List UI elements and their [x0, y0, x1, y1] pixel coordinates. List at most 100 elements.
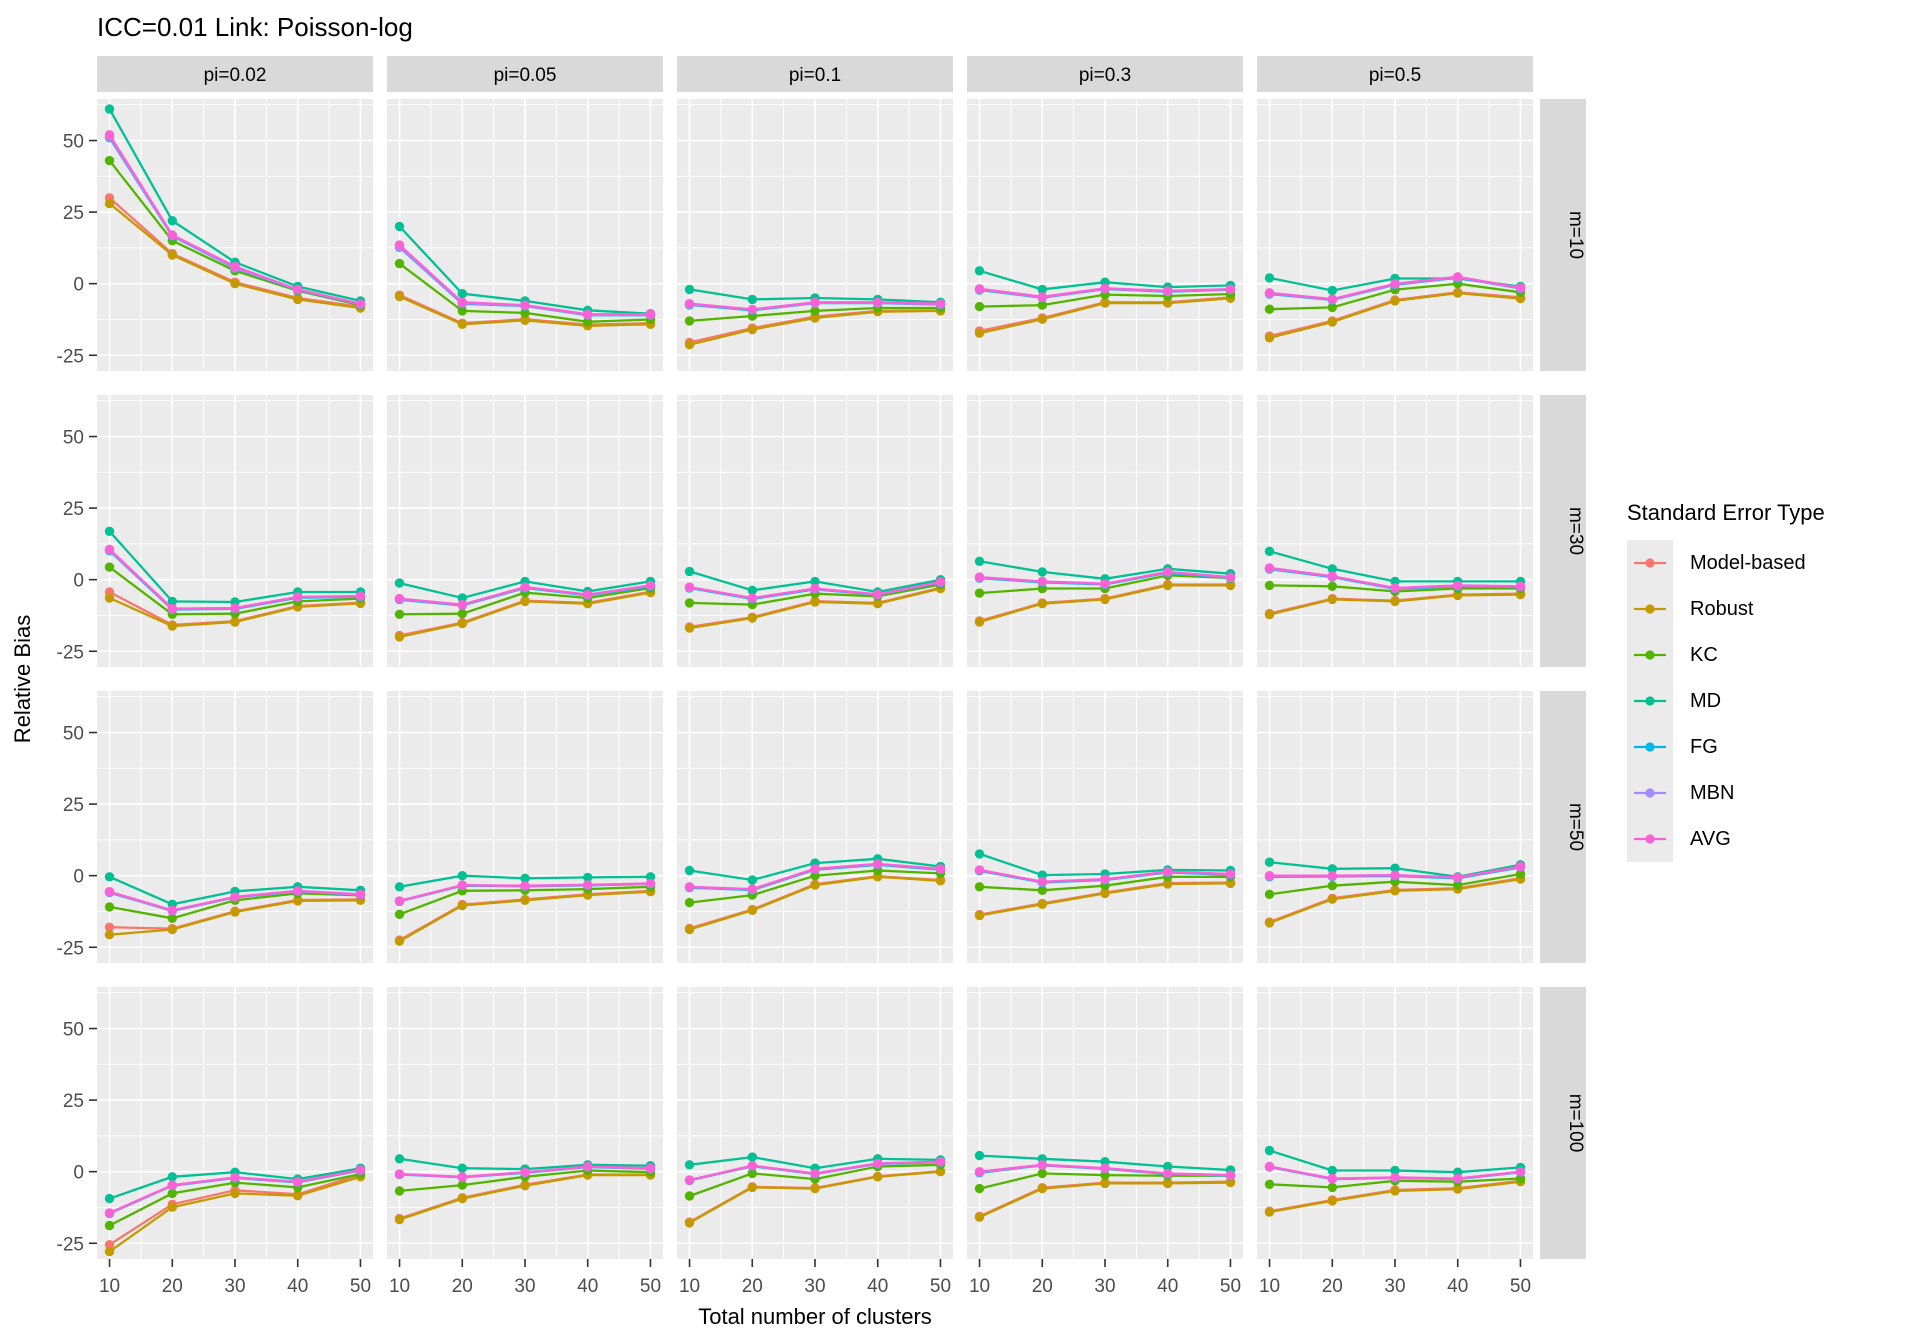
data-point-Robust-x20 [1327, 317, 1338, 327]
data-point-AVG-x30 [1390, 1172, 1400, 1183]
col-strip-label: pi=0.3 [1079, 65, 1131, 86]
data-point-AVG-x20 [457, 880, 467, 890]
y-tick-label: 0 [73, 867, 84, 888]
data-point-Robust-x10 [1264, 1207, 1275, 1217]
data-point-AVG-x10 [974, 284, 985, 294]
data-point-AVG-x50 [645, 878, 656, 889]
data-point-MD-x10 [104, 1193, 115, 1204]
data-point-Robust-x10 [394, 936, 405, 946]
data-point-Robust-x40 [1163, 879, 1173, 889]
y-tick-label: -25 [57, 642, 84, 663]
data-point-Robust-x30 [1100, 298, 1110, 308]
data-point-Robust-x20 [457, 319, 467, 329]
data-point-AVG-x10 [684, 299, 695, 309]
data-point-Robust-x10 [1264, 333, 1275, 343]
data-point-KC-x10 [394, 1186, 405, 1196]
data-point-Robust-x10 [394, 632, 405, 642]
data-point-Robust-x30 [1390, 596, 1400, 607]
data-point-AVG-x20 [1327, 871, 1338, 881]
data-point-AVG-x30 [810, 864, 820, 874]
data-point-MD-x20 [1327, 564, 1338, 574]
y-tick-label: -25 [57, 1234, 84, 1255]
facet-panel-pi=0.05-m=100 [387, 987, 663, 1259]
data-point-MD-x20 [167, 1172, 177, 1182]
data-point-AVG-x30 [520, 582, 530, 592]
data-point-MD-x50 [645, 872, 656, 882]
x-tick-label: 30 [514, 1276, 535, 1297]
data-point-MD-x20 [747, 875, 757, 885]
legend-entry-label: FG [1690, 735, 1718, 758]
data-point-Robust-x40 [1453, 288, 1463, 298]
data-point-AVG-x40 [1163, 1168, 1173, 1179]
data-point-MD-x10 [974, 556, 985, 566]
data-point-Robust-x40 [1453, 590, 1463, 601]
data-point-AVG-x30 [810, 583, 820, 594]
data-point-AVG-x50 [1515, 1167, 1526, 1177]
data-point-AVG-x30 [230, 892, 240, 902]
data-point-KC-x10 [974, 301, 985, 312]
y-tick-label: 25 [63, 499, 84, 520]
data-point-KC-x20 [1327, 881, 1338, 891]
data-point-MD-x30 [520, 873, 530, 883]
col-strip [677, 56, 953, 92]
legend-glyph-AVG [1634, 834, 1666, 844]
data-point-AVG-x20 [747, 884, 757, 894]
page-title: ICC=0.01 Link: Poisson-log [97, 12, 413, 42]
facet-panel-pi=0.5-m=10 [1257, 99, 1533, 371]
y-tick-label: 50 [63, 428, 84, 449]
data-point-MD-x20 [1327, 1165, 1338, 1176]
data-point-AVG-x40 [583, 589, 593, 600]
facet-panel-pi=0.3-m=10 [967, 99, 1243, 371]
data-point-MD-x20 [747, 1152, 757, 1162]
data-point-AVG-x10 [684, 582, 695, 592]
data-point-MD-x10 [974, 849, 985, 859]
data-point-AVG-x20 [457, 1172, 467, 1182]
legend-entry-AVG: AVG [1627, 816, 1825, 862]
x-tick-label: 20 [452, 1276, 473, 1297]
data-point-KC-x50 [1515, 869, 1526, 879]
data-point-MD-x10 [684, 566, 695, 577]
data-point-AVG-x40 [1453, 1173, 1463, 1184]
data-point-Robust-x10 [974, 910, 985, 921]
data-point-Robust-x20 [457, 1193, 467, 1204]
data-point-Robust-x30 [810, 597, 820, 607]
data-point-KC-x10 [104, 562, 115, 572]
data-point-Robust-x20 [1037, 899, 1048, 909]
data-point-AVG-x10 [394, 1169, 405, 1179]
data-point-AVG-x30 [1390, 279, 1400, 289]
data-point-AVG-x20 [1327, 1173, 1338, 1184]
data-point-Robust-x20 [1327, 594, 1338, 605]
data-point-Robust-x10 [394, 1214, 405, 1225]
legend-glyph-MBN [1634, 788, 1666, 798]
data-point-Robust-x30 [810, 1183, 820, 1194]
x-tick-label: 50 [1220, 1276, 1241, 1297]
data-point-AVG-x10 [394, 896, 405, 906]
data-point-Robust-x40 [293, 896, 303, 906]
data-point-AVG-x40 [583, 880, 593, 890]
data-point-MD-x20 [1327, 864, 1338, 874]
data-point-AVG-x30 [1100, 874, 1110, 884]
data-point-MD-x10 [104, 872, 115, 882]
legend-entry-label: AVG [1690, 827, 1731, 850]
data-point-Model-based-x10 [104, 922, 115, 932]
data-point-AVG-x10 [974, 1167, 985, 1177]
data-point-AVG-x30 [230, 603, 240, 613]
data-point-AVG-x30 [1100, 579, 1110, 589]
data-point-MD-x30 [1100, 1157, 1110, 1167]
data-point-MD-x20 [457, 1163, 467, 1173]
data-point-AVG-x30 [520, 881, 530, 891]
data-point-MD-x20 [457, 593, 467, 603]
data-point-AVG-x10 [394, 593, 405, 604]
data-point-AVG-x20 [457, 297, 467, 307]
y-tick-label: 25 [63, 795, 84, 816]
row-strip [1540, 395, 1586, 667]
data-point-MD-x10 [1264, 1145, 1275, 1156]
data-point-AVG-x50 [1515, 861, 1526, 872]
data-point-KC-x20 [167, 913, 177, 923]
facet-panel-pi=0.05-m=50 [387, 691, 663, 963]
legend: Standard Error Type Model-based Robust KC M… [1627, 500, 1825, 862]
legend-key-swatch [1627, 586, 1673, 632]
data-point-AVG-x30 [1390, 583, 1400, 593]
data-point-Robust-x50 [935, 1167, 946, 1177]
